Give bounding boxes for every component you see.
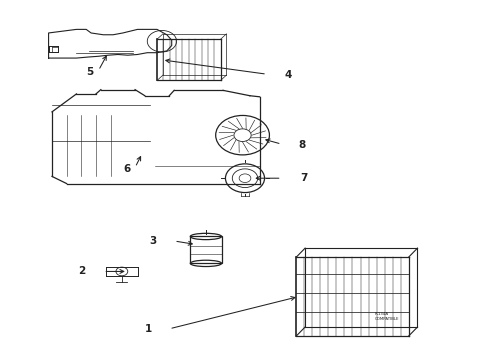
Text: 7: 7 xyxy=(300,173,307,183)
Bar xyxy=(190,237,221,264)
Text: R-134A
COMPATIBLE: R-134A COMPATIBLE xyxy=(374,312,399,320)
Text: 2: 2 xyxy=(78,266,85,276)
Text: 4: 4 xyxy=(285,69,293,80)
Text: 1: 1 xyxy=(145,324,152,334)
Text: 3: 3 xyxy=(149,235,156,246)
Text: 6: 6 xyxy=(123,164,131,174)
Text: 8: 8 xyxy=(298,140,306,150)
Text: 5: 5 xyxy=(87,67,94,77)
